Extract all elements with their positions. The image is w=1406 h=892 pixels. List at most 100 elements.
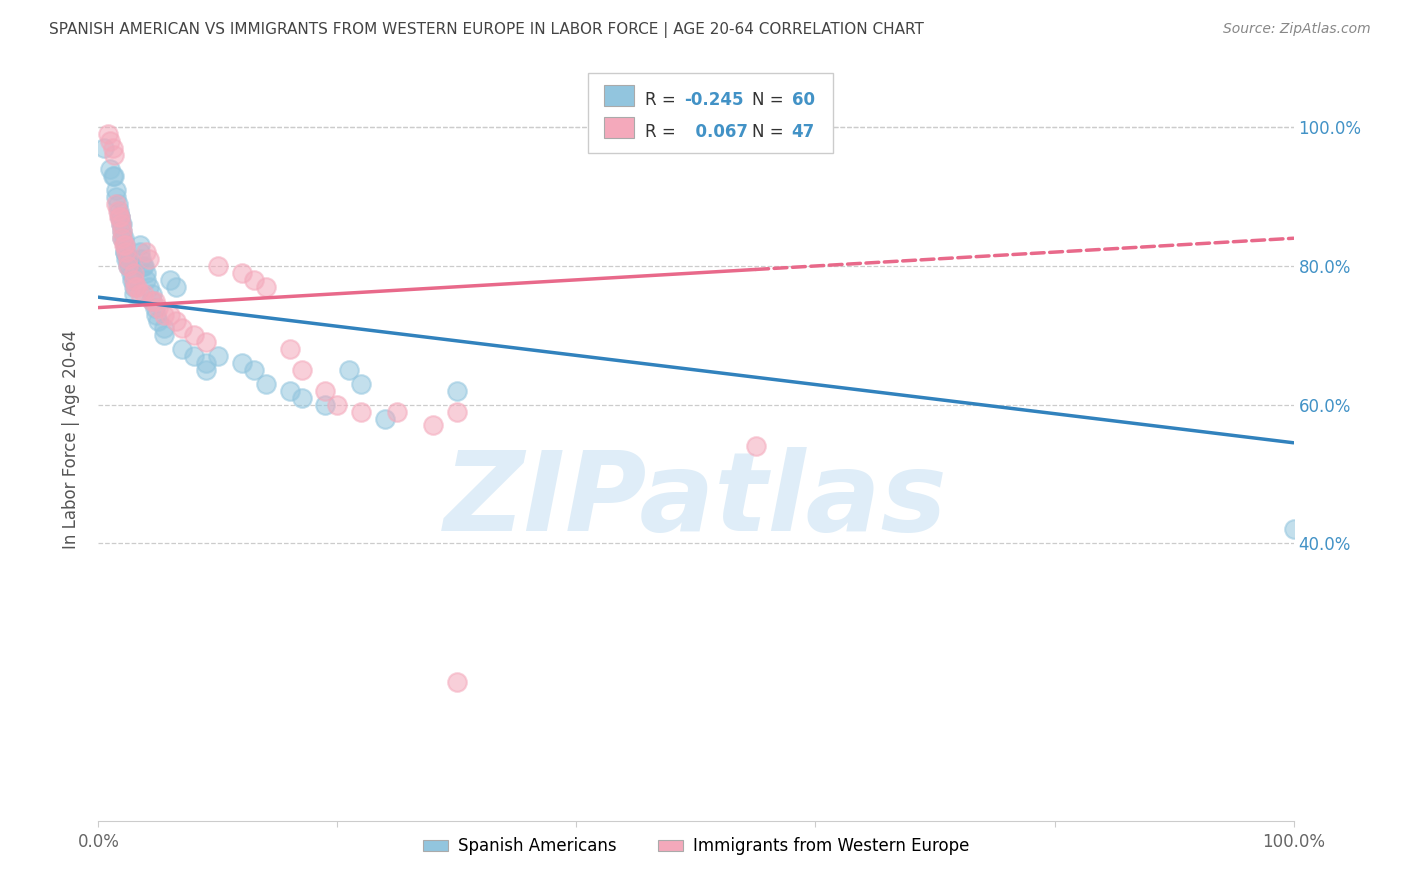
Bar [605, 85, 634, 106]
Point [243, 273, 266, 287]
Point [107, 203, 129, 218]
Point [172, 342, 194, 356]
Point [124, 279, 146, 293]
Point [339, 363, 361, 377]
Point [132, 286, 155, 301]
Point [291, 363, 314, 377]
Point [145, 308, 167, 322]
Text: N =: N = [752, 123, 789, 141]
Point [135, 245, 157, 260]
Legend: Spanish Americans, Immigrants from Western Europe: Spanish Americans, Immigrants from Weste… [416, 830, 976, 862]
FancyBboxPatch shape [589, 73, 834, 153]
Text: -0.245: -0.245 [685, 91, 744, 109]
Point [153, 308, 176, 322]
Point [745, 439, 768, 453]
Point [98, 134, 122, 148]
Text: SPANISH AMERICAN VS IMMIGRANTS FROM WESTERN EUROPE IN LABOR FORCE | AGE 20-64 CO: SPANISH AMERICAN VS IMMIGRANTS FROM WEST… [49, 22, 924, 38]
Point [103, 169, 125, 183]
Point [1282, 523, 1305, 537]
Point [111, 224, 134, 238]
Point [114, 245, 136, 260]
Point [107, 211, 129, 225]
Point [118, 259, 141, 273]
Point [105, 189, 128, 203]
Point [114, 238, 136, 252]
Point [112, 231, 135, 245]
Point [143, 293, 166, 308]
Point [148, 314, 170, 328]
Point [422, 418, 444, 433]
Point [326, 398, 349, 412]
Point [93, 141, 115, 155]
Point [446, 384, 468, 398]
Point [124, 273, 146, 287]
Bar [605, 117, 634, 138]
Point [243, 363, 266, 377]
Point [278, 384, 301, 398]
Point [165, 279, 187, 293]
Point [231, 356, 253, 370]
Point [183, 328, 205, 343]
Point [141, 293, 163, 308]
Point [315, 384, 337, 398]
Point [446, 404, 468, 418]
Point [108, 211, 131, 225]
Point [207, 259, 229, 273]
Point [195, 335, 218, 350]
Point [315, 398, 337, 412]
Point [120, 266, 142, 280]
Point [124, 279, 146, 293]
Point [108, 211, 131, 225]
Point [350, 404, 373, 418]
Point [114, 238, 136, 252]
Point [121, 273, 143, 287]
Point [117, 252, 139, 266]
Point [108, 211, 131, 225]
Point [129, 238, 152, 252]
Point [131, 259, 153, 273]
Text: 0.067: 0.067 [685, 123, 748, 141]
Point [117, 252, 139, 266]
Point [111, 218, 134, 232]
Point [124, 266, 146, 280]
Point [114, 245, 136, 260]
Point [117, 259, 139, 273]
Point [117, 259, 139, 273]
Point [110, 218, 132, 232]
Point [153, 321, 176, 335]
Point [129, 245, 152, 260]
Point [278, 342, 301, 356]
Point [125, 279, 148, 293]
Point [231, 266, 253, 280]
Point [132, 259, 155, 273]
Point [183, 349, 205, 363]
Text: R =: R = [644, 123, 681, 141]
Point [131, 252, 153, 266]
Point [141, 293, 163, 308]
Point [165, 314, 187, 328]
Point [111, 231, 134, 245]
Point [97, 127, 120, 141]
Text: N =: N = [752, 91, 789, 109]
Point [111, 231, 134, 245]
Point [110, 218, 132, 232]
Point [138, 279, 160, 293]
Point [101, 169, 124, 183]
Point [138, 252, 160, 266]
Text: Source: ZipAtlas.com: Source: ZipAtlas.com [1223, 22, 1371, 37]
Point [195, 363, 218, 377]
Point [105, 196, 128, 211]
Point [111, 224, 134, 238]
Point [135, 266, 157, 280]
Point [124, 273, 146, 287]
Point [124, 286, 146, 301]
Point [112, 238, 135, 252]
Point [143, 301, 166, 315]
Point [105, 183, 128, 197]
Text: ZIPatlas: ZIPatlas [444, 447, 948, 554]
Point [254, 279, 277, 293]
Text: 47: 47 [792, 123, 815, 141]
Point [254, 376, 277, 391]
Point [135, 273, 157, 287]
Point [129, 286, 152, 301]
